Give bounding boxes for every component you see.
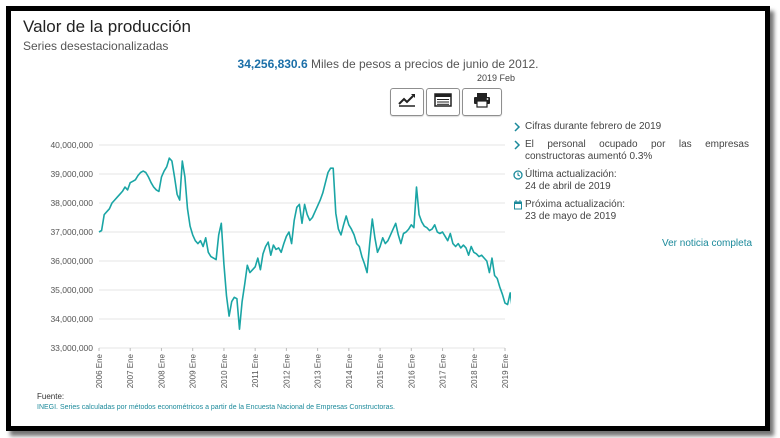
- info-last-update: Última actualización: 24 de abril de 201…: [513, 169, 749, 193]
- y-tick-label: 40,000,000: [50, 140, 93, 150]
- x-axis-ticks: 2006 Ene 2007 Ene 2008 Ene 2009 Ene 2010 Ene…: [95, 348, 510, 388]
- y-tick-label: 33,000,000: [50, 343, 93, 353]
- window-frame: Valor de la producción Series desestacio…: [6, 6, 770, 431]
- x-tick-label: 2009 Ene: [189, 353, 198, 388]
- info-item-figures-text: Cifras durante febrero de 2019: [525, 121, 662, 132]
- clock-icon: [513, 169, 523, 181]
- x-tick-label: 2016 Ene: [407, 353, 416, 388]
- y-tick-label: 37,000,000: [50, 227, 93, 237]
- next-update-value: 23 de mayo de 2019: [525, 211, 617, 222]
- series-line: [98, 157, 511, 330]
- chevron-right-icon: [513, 121, 523, 133]
- line-chart-button[interactable]: [390, 88, 424, 116]
- x-tick-label: 2008 Ene: [157, 353, 166, 388]
- table-button[interactable]: [426, 88, 460, 116]
- x-tick-label: 2012 Ene: [282, 353, 291, 388]
- last-update-value: 24 de abril de 2019: [525, 181, 611, 192]
- print-button[interactable]: [462, 88, 502, 116]
- y-tick-label: 39,000,000: [50, 169, 93, 179]
- source-label: Fuente:: [37, 392, 65, 401]
- source-text: INEGI. Series calculadas por métodos eco…: [37, 404, 395, 411]
- info-next-update: Próxima actualización: 23 de mayo de 201…: [513, 199, 749, 223]
- y-axis-ticks: 40,000,000 39,000,000 38,000,000 37,000,000…: [50, 140, 93, 353]
- y-tick-label: 38,000,000: [50, 198, 93, 208]
- line-chart: 40,000,000 39,000,000 38,000,000 37,000,000…: [50, 140, 511, 388]
- y-tick-label: 36,000,000: [50, 256, 93, 266]
- y-tick-label: 34,000,000: [50, 314, 93, 324]
- info-item-employment[interactable]: El personal ocupado por las empresas con…: [513, 139, 749, 163]
- table-icon: [434, 92, 452, 112]
- x-tick-label: 2019 Ene: [501, 353, 510, 388]
- info-item-figures[interactable]: Cifras durante febrero de 2019: [513, 121, 749, 133]
- chart-toolbar: [390, 88, 502, 116]
- chevron-right-icon: [513, 139, 523, 151]
- x-tick-label: 2017 Ene: [439, 353, 448, 388]
- full-news-link[interactable]: Ver noticia completa: [662, 238, 753, 249]
- next-update-label: Próxima actualización:: [525, 199, 626, 210]
- headline-value-line: 34,256,830.6 Miles de pesos a precios de…: [11, 57, 765, 71]
- page-title: Valor de la producción: [23, 17, 191, 36]
- info-item-employment-text: El personal ocupado por las empresas con…: [525, 139, 749, 162]
- headline-value: 34,256,830.6: [237, 57, 308, 71]
- info-panel: Cifras durante febrero de 2019 El person…: [513, 121, 749, 229]
- x-tick-label: 2010 Ene: [220, 353, 229, 388]
- last-update-label: Última actualización:: [525, 169, 617, 180]
- x-tick-label: 2014 Ene: [345, 353, 354, 388]
- x-tick-label: 2018 Ene: [470, 353, 479, 388]
- x-tick-label: 2015 Ene: [376, 353, 385, 388]
- y-tick-label: 35,000,000: [50, 285, 93, 295]
- x-tick-label: 2013 Ene: [314, 353, 323, 388]
- headline-unit: Miles de pesos a precios de junio de 201…: [310, 57, 539, 71]
- x-tick-label: 2006 Ene: [95, 353, 104, 388]
- page-subtitle: Series desestacionalizadas: [23, 39, 169, 53]
- x-tick-label: 2007 Ene: [126, 353, 135, 388]
- line-chart-icon: [398, 93, 416, 112]
- x-tick-label: 2011 Ene: [251, 353, 260, 387]
- print-icon: [473, 92, 491, 113]
- chart-grid: [99, 144, 505, 349]
- calendar-icon: [513, 199, 523, 211]
- period-label: 2019 Feb: [477, 73, 516, 83]
